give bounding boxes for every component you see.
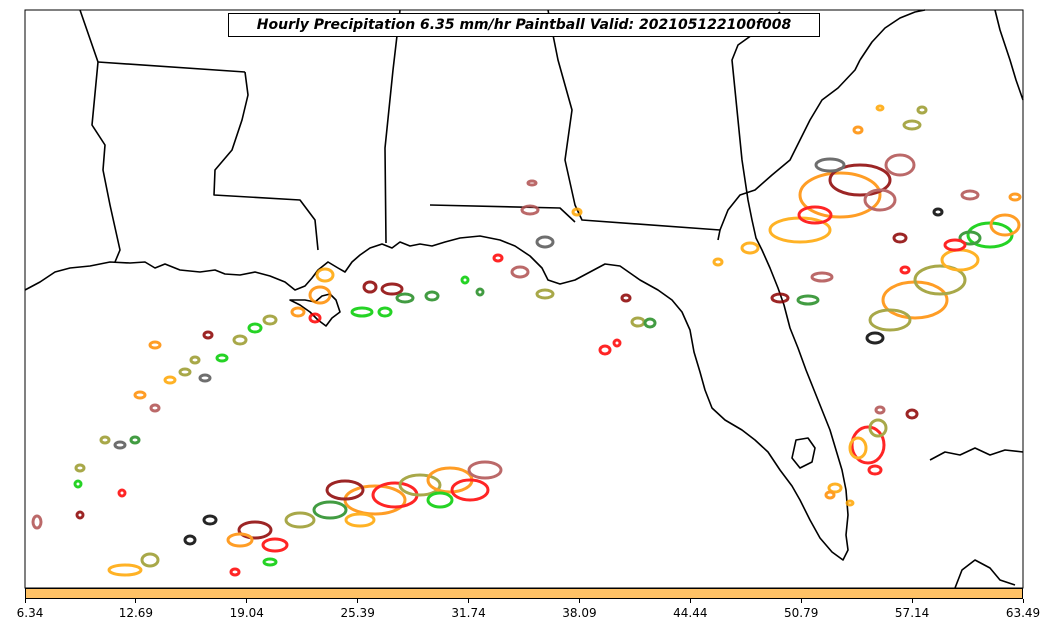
cuba-edge: [954, 559, 1016, 589]
colorbar-tick-label: 12.69: [118, 606, 154, 620]
louisiana-arkansas-border: [97, 61, 246, 73]
alabama-georgia-border: [547, 9, 721, 241]
ms-alabama-border: [384, 9, 401, 244]
colorbar-tick: [800, 599, 802, 603]
cluster-atlantic-east: [865, 189, 1022, 345]
arkansas-ms-border: [79, 9, 121, 263]
lake-okeechobee: [791, 437, 816, 469]
atlantic-coast-2: [994, 9, 1024, 101]
colorbar-tick: [1022, 599, 1024, 603]
colorbar-tick-label: 44.44: [673, 606, 708, 620]
colorbar-tick: [911, 599, 913, 603]
cluster-west-gulf: [73, 314, 278, 498]
colorbar-tick-label: 38.09: [562, 606, 597, 620]
precip-paintballs: [31, 104, 1022, 577]
colorbar-tick-label: 19.04: [229, 606, 264, 620]
colorbar-tick: [24, 599, 26, 603]
colorbar-tick-label: 31.74: [451, 606, 486, 620]
map-frame: [24, 9, 1024, 589]
alabama-florida-border: [429, 204, 576, 223]
cluster-la-coast: [290, 179, 657, 356]
bahamas-islands: [929, 447, 1024, 461]
cluster-south-florida: [824, 405, 919, 507]
colorbar-tick-label: 6.34: [16, 606, 44, 620]
colorbar-tick: [578, 599, 580, 603]
texas-louisiana-coast: [24, 11, 849, 561]
colorbar-tick-label: 25.39: [340, 606, 375, 620]
colorbar-tick-label: 63.49: [1005, 606, 1041, 620]
colorbar-tick: [246, 599, 248, 603]
colorbar-tick: [357, 599, 359, 603]
colorbar: [25, 588, 1023, 599]
coastlines-and-borders: [24, 9, 1024, 589]
cluster-atlantic-north: [712, 104, 928, 306]
atlantic-coast: [859, 9, 926, 61]
georgia-sc-coast: [719, 59, 861, 231]
colorbar-tick-label: 50.79: [784, 606, 819, 620]
colorbar-tick: [468, 599, 470, 603]
colorbar-tick: [135, 599, 137, 603]
colorbar-tick-label: 57.14: [894, 606, 930, 620]
colorbar-tick: [689, 599, 691, 603]
louisiana-ms-border: [213, 71, 319, 251]
map-title: Hourly Precipitation 6.35 mm/hr Paintbal…: [228, 13, 820, 37]
cluster-sw-gulf: [31, 460, 503, 577]
